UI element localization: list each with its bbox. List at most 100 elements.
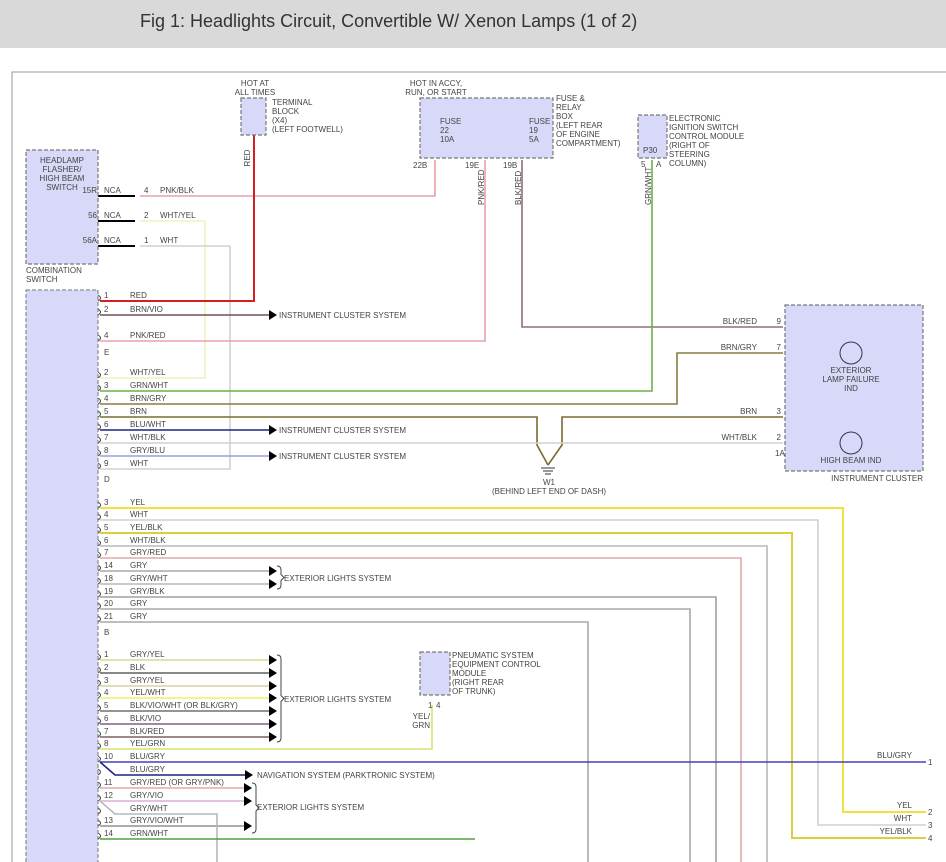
nca-label: NCA — [104, 211, 122, 220]
fuse-hot-label: HOT IN ACCY, — [410, 79, 462, 88]
instrument-cluster — [784, 304, 924, 472]
connector-id: D — [104, 475, 110, 484]
fuse-19-label: 19 — [529, 126, 538, 135]
connector-pin: 3 — [104, 676, 109, 685]
wire-yel-blk — [100, 532, 926, 839]
connector-pin-icon — [97, 334, 101, 342]
pneumatic-module-label: MODULE — [452, 669, 486, 678]
exterior-lights-label: EXTERIOR LIGHTS SYSTEM — [284, 574, 391, 583]
lamp-icon — [839, 431, 863, 455]
right-connector-wire: WHT — [894, 814, 912, 823]
connector-pin-icon — [97, 615, 101, 623]
connector-pin: 14 — [104, 829, 113, 838]
terminal-block — [240, 97, 267, 136]
wire-gry-wht — [99, 800, 218, 862]
wire-gry — [100, 621, 589, 862]
wire-label-pnk-red: PNK/RED — [477, 169, 486, 205]
fuse-22-label: FUSE — [440, 117, 461, 126]
right-connector-wire: BLU/GRY — [877, 751, 913, 760]
wire-red — [100, 135, 255, 302]
connector-pin-icon — [97, 371, 101, 379]
arrow-icon — [269, 719, 277, 729]
right-connector-wire: YEL/BLK — [880, 827, 913, 836]
switch-terminal: 15R — [82, 186, 97, 195]
wire-label: WHT — [130, 459, 148, 468]
wire-label: YEL — [130, 498, 146, 507]
connector-pin: 2 — [104, 663, 109, 672]
switch-wire-label: PNK/BLK — [160, 186, 194, 195]
wire-yel — [100, 507, 926, 813]
combination-switch-label: SWITCH — [26, 275, 58, 284]
wire-gry-blk — [100, 596, 717, 862]
connector-pin-icon — [97, 781, 101, 789]
wire-label: BLK/RED — [130, 727, 164, 736]
pneumatic-module-label: PNEUMATIC SYSTEM — [452, 651, 534, 660]
connector-pin: 12 — [104, 791, 113, 800]
fuse-22-label: 22 — [440, 126, 449, 135]
destination-label: INSTRUMENT CLUSTER SYSTEM — [279, 311, 406, 320]
right-connector-pin: 3 — [928, 821, 933, 830]
navigation-label: NAVIGATION SYSTEM (PARKTRONIC SYSTEM) — [257, 771, 435, 780]
switch-pin: 1 — [144, 236, 149, 245]
wire-brn-cluster — [547, 416, 783, 466]
wire-label: BLK/VIO/WHT (OR BLK/GRY) — [130, 701, 238, 710]
wire-label: YEL/BLK — [130, 523, 163, 532]
wire-label: BLU/GRY — [130, 765, 166, 774]
fuse-box-label: COMPARTMENT) — [556, 139, 621, 148]
connector-pin: 5 — [104, 523, 109, 532]
switch-terminal: 56A — [83, 236, 98, 245]
connector-id: E — [104, 348, 109, 357]
wire-label: GRY — [130, 599, 148, 608]
connector-pin-icon — [97, 666, 101, 674]
switch-pin: 2 — [144, 211, 149, 220]
connector-pin-icon — [97, 794, 101, 802]
arrow-icon — [269, 655, 277, 665]
fuse-relay-box — [419, 97, 554, 159]
fuse-22-label: 10A — [440, 135, 455, 144]
pneumatic-wire-label: GRN — [412, 721, 430, 730]
brace — [251, 782, 260, 834]
pneumatic-module-label: EQUIPMENT CONTROL — [452, 660, 541, 669]
fuse-box-label: OF ENGINE — [556, 130, 600, 139]
destination-label: INSTRUMENT CLUSTER SYSTEM — [279, 426, 406, 435]
connector-pin: 2 — [104, 305, 109, 314]
connector-pin-icon — [97, 819, 101, 827]
cluster-wire-label: BRN/GRY — [721, 343, 758, 352]
connector-pin: 6 — [104, 536, 109, 545]
connector-pin-icon — [97, 755, 101, 763]
right-connector-wire: YEL — [897, 801, 913, 810]
wire-label: WHT/BLK — [130, 433, 166, 442]
connector-pin-icon — [97, 462, 101, 470]
pneumatic-module-label: (RIGHT REAR — [452, 678, 504, 687]
exterior-lamp-failure-label: LAMP FAILURE — [822, 375, 879, 384]
switch-terminal: 56 — [88, 211, 97, 220]
connector-pin-icon — [97, 653, 101, 661]
arrow-icon — [269, 693, 277, 703]
wire-blk-red — [521, 160, 783, 328]
wire-grn-wht — [100, 160, 653, 392]
wire-brn — [100, 416, 549, 466]
fuse-box-label: FUSE & — [556, 94, 586, 103]
exterior-lights-label: EXTERIOR LIGHTS SYSTEM — [257, 803, 364, 812]
wire-wht — [100, 519, 926, 826]
wire-blu-gry-nav — [99, 761, 245, 776]
exterior-lamp-failure-label: EXTERIOR — [831, 366, 872, 375]
wire-label: GRN/WHT — [130, 829, 168, 838]
wire-label: YEL/WHT — [130, 688, 166, 697]
connector-pin: 3 — [104, 498, 109, 507]
header-bar: Fig 1: Headlights Circuit, Convertible W… — [0, 0, 946, 48]
wire-brn-gry — [100, 352, 783, 405]
arrow-icon — [245, 770, 253, 780]
terminal-block-label: TERMINAL — [272, 98, 313, 107]
connector-pin-icon — [97, 436, 101, 444]
wire-label: GRY/BLK — [130, 587, 165, 596]
arrow-icon — [244, 821, 252, 831]
terminal-block-label: (LEFT FOOTWELL) — [272, 125, 343, 134]
connector-pin: 7 — [104, 433, 109, 442]
terminal-block-label: (X4) — [272, 116, 287, 125]
arrow-icon — [269, 681, 277, 691]
wire-label: WHT/BLK — [130, 536, 166, 545]
connector-pin-icon — [97, 501, 101, 509]
